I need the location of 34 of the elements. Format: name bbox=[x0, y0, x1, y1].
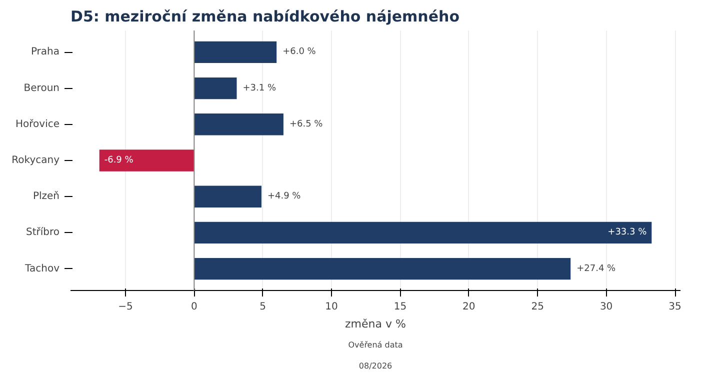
bar bbox=[99, 150, 194, 172]
data-label: +27.4 % bbox=[576, 264, 616, 274]
x-tick-label: 20 bbox=[462, 302, 476, 312]
bar bbox=[194, 222, 652, 244]
data-label: +6.0 % bbox=[282, 47, 316, 58]
y-tick-label: Hořovice bbox=[16, 118, 60, 130]
x-tick-label: 10 bbox=[325, 302, 338, 312]
data-label: +3.1 % bbox=[242, 83, 276, 94]
x-tick-label: 30 bbox=[600, 302, 613, 312]
y-tick-label: Plzeň bbox=[32, 191, 60, 202]
bar bbox=[194, 77, 237, 100]
x-tick-label: 5 bbox=[260, 302, 266, 312]
text: 08/2026 bbox=[358, 362, 392, 370]
x-tick-label: 15 bbox=[394, 302, 407, 312]
x-tick-label: 0 bbox=[190, 302, 198, 312]
bar bbox=[194, 186, 262, 208]
y-tick-label: Rokycany bbox=[12, 155, 60, 166]
y-tick-label: Stříbro bbox=[26, 227, 60, 238]
x-tick-label: −5 bbox=[118, 302, 133, 312]
x-tick-label: 25 bbox=[531, 302, 544, 312]
y-tick-label: Praha bbox=[30, 46, 60, 58]
bar bbox=[194, 258, 571, 280]
data-label: +33.3 % bbox=[608, 228, 648, 238]
data-label: +4.9 % bbox=[267, 192, 302, 202]
data-label: +6.5 % bbox=[289, 119, 324, 130]
x-tick-label: 35 bbox=[668, 302, 682, 312]
text: Ověřená data bbox=[348, 340, 403, 350]
y-tick-label: Tachov bbox=[24, 263, 60, 274]
bar bbox=[194, 114, 284, 136]
data-label: -6.9 % bbox=[104, 156, 134, 166]
x-axis-title: změna v % bbox=[345, 318, 406, 330]
chart-title: D5: meziroční změna nabídkového nájemného bbox=[70, 8, 460, 26]
y-tick-label: Beroun bbox=[24, 82, 60, 94]
bar bbox=[194, 41, 277, 63]
